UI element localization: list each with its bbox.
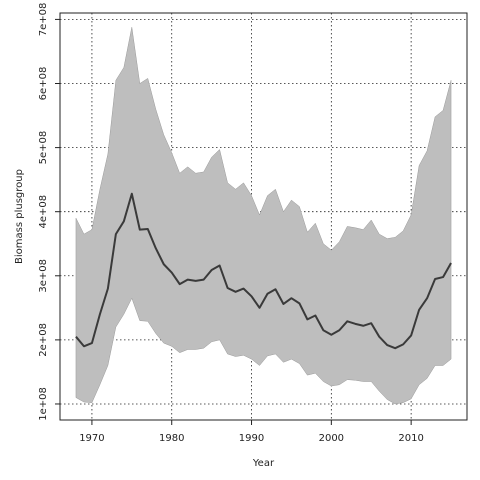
y-tick-label: 6e+08 xyxy=(38,67,49,101)
confidence-band xyxy=(75,27,452,405)
y-tick-label: 1e+08 xyxy=(38,387,49,421)
y-tick-label: 7e+08 xyxy=(38,3,49,37)
y-tick-label: 4e+08 xyxy=(38,195,49,229)
y-axis-label: Biomass plusgroup xyxy=(14,169,25,264)
y-tick-label: 3e+08 xyxy=(38,259,49,293)
x-tick-label: 1990 xyxy=(239,433,264,444)
x-tick-label: 2010 xyxy=(398,433,423,444)
x-tick-label: 1970 xyxy=(79,433,104,444)
x-axis-label: Year xyxy=(252,458,275,469)
y-tick-label: 2e+08 xyxy=(38,323,49,357)
plot-frame xyxy=(59,12,468,421)
x-axis: 1970 1980 1990 2000 2010 xyxy=(79,420,424,444)
estimate-line xyxy=(75,192,452,350)
x-tick-label: 2000 xyxy=(319,433,344,444)
y-tick-label: 5e+08 xyxy=(38,131,49,165)
y-axis: 1e+08 2e+08 3e+08 4e+08 5e+08 6e+08 7e+08 xyxy=(38,3,60,421)
x-tick-label: 1980 xyxy=(159,433,184,444)
